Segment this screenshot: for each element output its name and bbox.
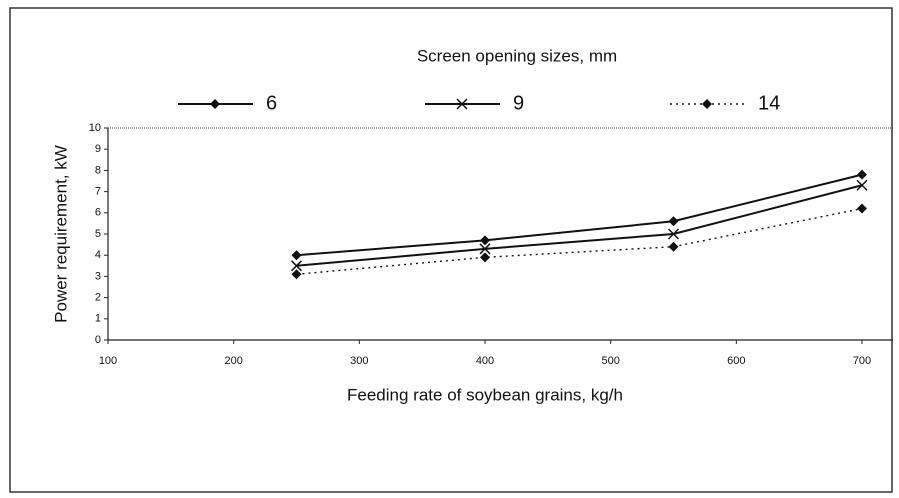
y-tick-label: 4 [95, 249, 101, 261]
y-tick-label: 6 [95, 207, 101, 219]
series-line [296, 184, 863, 267]
x-tick-label: 500 [601, 355, 619, 367]
series-line [296, 173, 863, 257]
legend-marker [456, 98, 468, 110]
point [479, 243, 491, 255]
frame [9, 7, 893, 493]
legend-label: 6 [266, 92, 277, 114]
y-tick-label: 1 [95, 313, 101, 325]
y-tick-label: 0 [95, 334, 101, 346]
point [480, 252, 490, 263]
x-tick-label: 600 [727, 355, 745, 367]
y-tick-label: 10 [89, 122, 101, 134]
point [857, 169, 867, 180]
point [668, 241, 679, 252]
y-tick-label: 9 [95, 143, 101, 155]
x-tick-label: 300 [350, 355, 368, 367]
point [480, 235, 490, 246]
series-line [296, 207, 863, 275]
y-tick-label: 8 [95, 164, 101, 176]
legend-marker [702, 99, 712, 109]
legend-title: Screen opening sizes, mm [417, 46, 617, 65]
point [668, 216, 679, 227]
point [291, 269, 302, 280]
y-axis-label: Power requirement, kW [51, 145, 70, 323]
x-tick-label: 100 [99, 355, 117, 367]
y-tick-label: 5 [95, 228, 101, 240]
legend-label: 9 [513, 92, 524, 114]
legend-label: 14 [758, 92, 780, 114]
y-tick-label: 3 [95, 270, 101, 282]
point [857, 203, 867, 214]
x-tick-label: 400 [476, 355, 494, 367]
legend-marker [210, 99, 220, 109]
point [291, 250, 302, 261]
point [856, 179, 868, 191]
x-tick-label: 200 [224, 355, 242, 367]
y-tick-label: 2 [95, 292, 101, 304]
x-axis-label: Feeding rate of soybean grains, kg/h [347, 385, 623, 404]
x-tick-label: 700 [853, 355, 871, 367]
y-tick-label: 7 [95, 186, 101, 198]
point [667, 228, 680, 240]
point [290, 260, 303, 272]
